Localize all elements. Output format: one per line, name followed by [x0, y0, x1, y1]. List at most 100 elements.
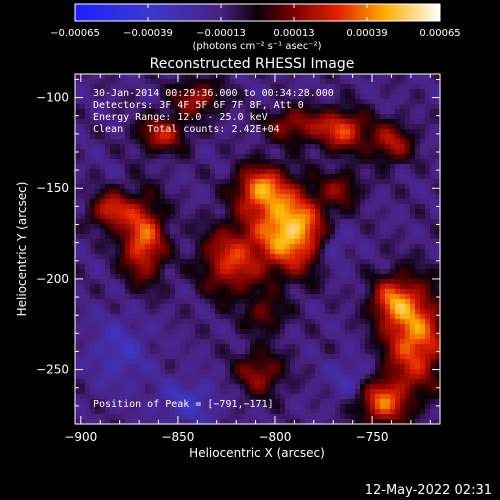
- heatmap-cell: [135, 309, 141, 315]
- heatmap-cell: [265, 354, 271, 360]
- heatmap-cell: [365, 244, 371, 250]
- heatmap-cell: [205, 269, 211, 275]
- heatmap-cell: [200, 284, 206, 290]
- heatmap-cell: [110, 89, 116, 95]
- heatmap-cell: [425, 254, 431, 260]
- heatmap-cell: [230, 339, 236, 345]
- heatmap-cell: [325, 169, 331, 175]
- heatmap-cell: [370, 334, 376, 340]
- heatmap-cell: [295, 134, 301, 140]
- heatmap-cell: [325, 179, 331, 185]
- heatmap-cell: [240, 279, 246, 285]
- heatmap-cell: [405, 119, 411, 125]
- heatmap-cell: [320, 79, 326, 85]
- heatmap-cell: [165, 144, 171, 150]
- heatmap-cell: [185, 124, 191, 130]
- heatmap-cell: [410, 264, 416, 270]
- heatmap-cell: [365, 259, 371, 265]
- heatmap-cell: [405, 404, 411, 410]
- heatmap-cell: [175, 224, 181, 230]
- heatmap-cell: [115, 349, 121, 355]
- heatmap-cell: [75, 304, 81, 310]
- heatmap-cell: [420, 234, 426, 240]
- heatmap-cell: [135, 184, 141, 190]
- heatmap-cell: [115, 164, 121, 170]
- heatmap-cell: [295, 84, 301, 90]
- heatmap-cell: [435, 139, 441, 145]
- heatmap-cell: [125, 289, 131, 295]
- heatmap-cell: [390, 99, 396, 105]
- heatmap-cell: [250, 229, 256, 235]
- heatmap-cell: [415, 109, 421, 115]
- heatmap-cell: [110, 174, 116, 180]
- heatmap-cell: [285, 364, 291, 370]
- heatmap-cell: [260, 174, 266, 180]
- heatmap-cell: [245, 384, 251, 390]
- heatmap-cell: [80, 174, 86, 180]
- heatmap-cell: [370, 219, 376, 225]
- heatmap-cell: [285, 334, 291, 340]
- heatmap-cell: [200, 159, 206, 165]
- heatmap-cell: [320, 279, 326, 285]
- heatmap-cell: [100, 319, 106, 325]
- heatmap-cell: [115, 154, 121, 160]
- heatmap-cell: [120, 239, 126, 245]
- heatmap-cell: [215, 374, 221, 380]
- colorbar: −0.00065 −0.00039 −0.00013 0.00013 0.00039 0.…: [0, 0, 500, 62]
- heatmap-cell: [150, 234, 156, 240]
- heatmap-cell: [415, 189, 421, 195]
- heatmap-cell: [120, 404, 126, 410]
- heatmap-cell: [325, 164, 331, 170]
- heatmap-cell: [200, 214, 206, 220]
- heatmap-cell: [345, 204, 351, 210]
- heatmap-cell: [110, 209, 116, 215]
- heatmap-cell: [300, 124, 306, 130]
- heatmap-cell: [160, 379, 166, 385]
- heatmap-cell: [130, 374, 136, 380]
- heatmap-cell: [425, 119, 431, 125]
- heatmap-cell: [315, 119, 321, 125]
- heatmap-cell: [415, 274, 421, 280]
- heatmap-cell: [105, 184, 111, 190]
- heatmap-cell: [190, 154, 196, 160]
- heatmap-cell: [285, 234, 291, 240]
- heatmap-cell: [360, 74, 366, 80]
- heatmap-cell: [190, 219, 196, 225]
- heatmap-cell: [230, 94, 236, 100]
- heatmap-cell: [175, 194, 181, 200]
- heatmap-cell: [395, 104, 401, 110]
- heatmap-cell: [390, 299, 396, 305]
- heatmap-cell: [195, 184, 201, 190]
- heatmap-cell: [425, 249, 431, 255]
- heatmap-cell: [320, 299, 326, 305]
- heatmap-cell: [105, 149, 111, 155]
- heatmap-cell: [280, 234, 286, 240]
- heatmap-cell: [240, 309, 246, 315]
- heatmap-cell: [245, 319, 251, 325]
- heatmap-cell: [335, 324, 341, 330]
- heatmap-cell: [365, 219, 371, 225]
- heatmap-cell: [135, 274, 141, 280]
- heatmap-cell: [325, 244, 331, 250]
- heatmap-cell: [180, 294, 186, 300]
- heatmap-cell: [170, 324, 176, 330]
- heatmap-cell: [390, 184, 396, 190]
- heatmap-cell: [130, 209, 136, 215]
- heatmap-cell: [265, 89, 271, 95]
- heatmap-cell: [200, 274, 206, 280]
- heatmap-cell: [410, 149, 416, 155]
- heatmap-cell: [120, 164, 126, 170]
- heatmap-cell: [430, 274, 436, 280]
- heatmap-cell: [130, 259, 136, 265]
- heatmap-cell: [330, 184, 336, 190]
- heatmap-cell: [135, 169, 141, 175]
- heatmap-cell: [190, 114, 196, 120]
- heatmap-cell: [80, 234, 86, 240]
- heatmap-cell: [415, 234, 421, 240]
- heatmap-cell: [345, 354, 351, 360]
- heatmap-cell: [75, 79, 81, 85]
- heatmap-cell: [160, 374, 166, 380]
- heatmap-cell: [110, 284, 116, 290]
- heatmap-cell: [270, 224, 276, 230]
- heatmap-cell: [245, 369, 251, 375]
